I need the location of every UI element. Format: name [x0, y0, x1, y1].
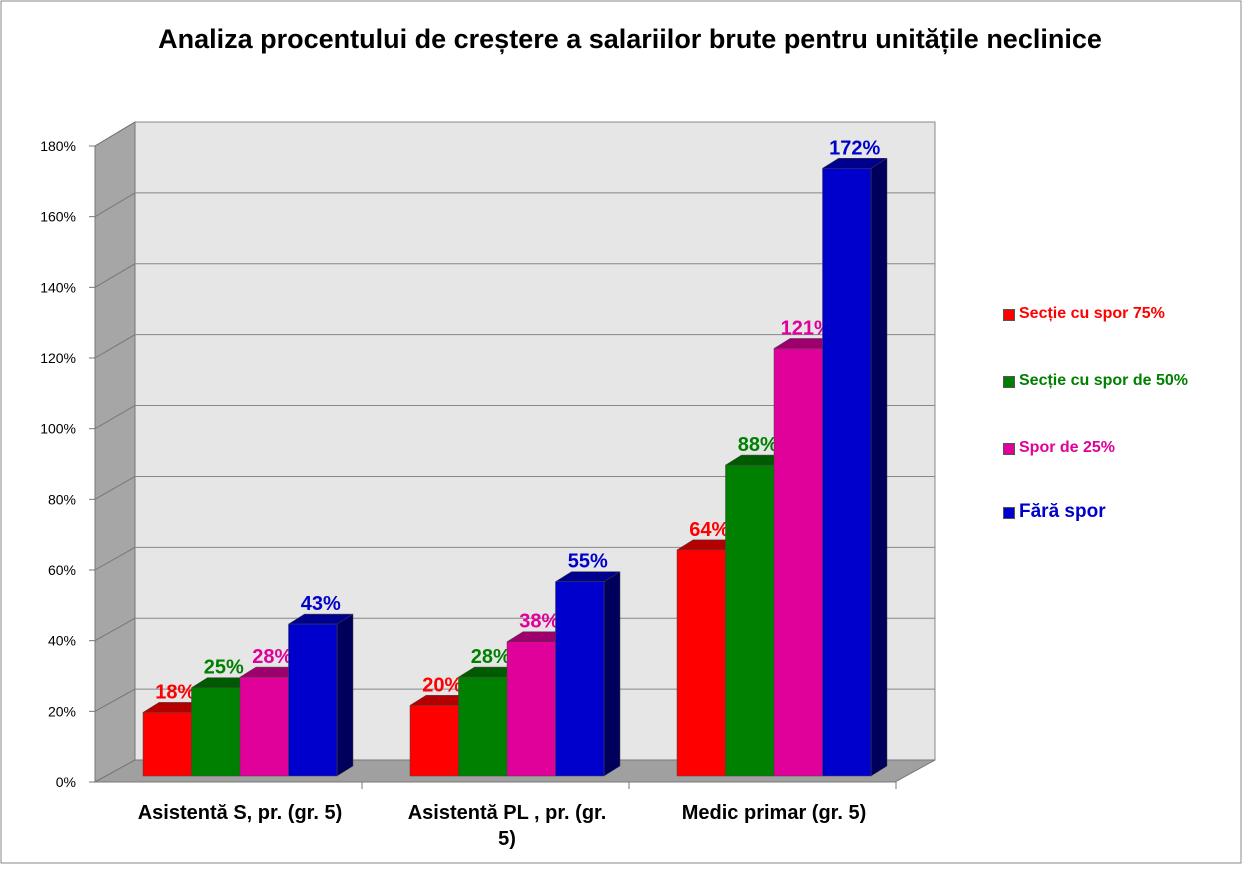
grid-line [94, 263, 136, 288]
y-tick-label: 40% [48, 633, 76, 649]
bar [506, 641, 556, 777]
x-tick-label: Asistentă PL , pr. (gr. 5) [407, 802, 607, 850]
data-label: 38% [519, 611, 559, 633]
y-tick-label: 140% [40, 279, 76, 295]
data-label: 18% [155, 681, 195, 703]
grid-line [94, 334, 136, 359]
data-label: 172% [829, 137, 880, 159]
data-label: 20% [422, 674, 462, 696]
grid-line [94, 617, 136, 642]
grid-line [94, 192, 136, 218]
bar [458, 676, 508, 777]
x-tick-label: Asistentă S, pr. (gr. 5) [137, 802, 343, 824]
bar [239, 676, 289, 777]
data-label: 28% [471, 646, 511, 668]
bar-side [603, 571, 621, 777]
data-label: 55% [568, 551, 608, 573]
legend-label: Spor de 25% [1019, 439, 1116, 456]
grid-line [94, 546, 136, 571]
y-tick-label: 20% [48, 703, 76, 719]
legend-item: Secție cu spor de 50% [1003, 370, 1233, 392]
y-tick-label: 100% [40, 421, 76, 437]
data-label: 88% [738, 434, 778, 456]
y-tick-label: 160% [40, 209, 76, 225]
bar [725, 464, 775, 777]
legend-item: Secție cu spor 75% [1003, 303, 1233, 325]
x-tick-label: Medic primar (gr. 5) [681, 802, 867, 824]
grid-line [94, 688, 136, 712]
legend-item: Spor de 25% [1003, 437, 1233, 459]
bar [822, 168, 872, 777]
data-label: 28% [252, 646, 292, 668]
bar [409, 705, 459, 777]
side-wall [94, 121, 136, 783]
legend-label: Secție cu spor 75% [1019, 305, 1165, 322]
legend-item: Fără spor [1003, 501, 1233, 523]
grid-line [94, 405, 136, 430]
bar [288, 623, 338, 777]
grid-line [94, 121, 136, 147]
legend-label: Secție cu spor de 50% [1019, 372, 1188, 389]
data-label: 43% [301, 593, 341, 615]
bar [142, 712, 192, 777]
y-tick-label: 60% [48, 562, 76, 578]
legend-swatch [1003, 507, 1015, 519]
y-tick-label: 80% [48, 491, 76, 507]
legend-label: Fără spor [1019, 501, 1106, 522]
data-label: 25% [204, 657, 244, 679]
y-tick-label: 180% [40, 138, 76, 154]
data-label: 64% [689, 519, 729, 541]
bar-side [870, 157, 888, 777]
legend-swatch [1003, 309, 1015, 321]
grid-line [94, 476, 136, 500]
bar-side [336, 613, 354, 777]
data-label: 121% [781, 317, 832, 339]
legend-swatch [1003, 376, 1015, 388]
y-tick-label: 0% [56, 774, 76, 790]
bar [191, 687, 241, 777]
y-tick-label: 120% [40, 350, 76, 366]
bar [555, 581, 605, 777]
bar [773, 348, 823, 777]
chart-title: Analiza procentului de creștere a salari… [158, 24, 1102, 54]
legend-swatch [1003, 443, 1015, 455]
bar [676, 549, 726, 777]
